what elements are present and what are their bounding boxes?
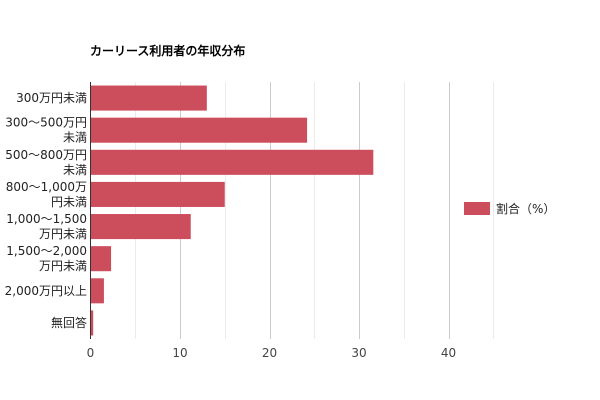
category-label: 未満 (63, 163, 87, 177)
bar (90, 149, 374, 175)
bar (90, 246, 112, 272)
category-label: 2,000万円以上 (5, 284, 87, 298)
x-tick-label: 0 (87, 346, 95, 360)
category-label: 円未満 (51, 195, 87, 209)
chart-title: カーリース利用者の年収分布 (90, 43, 245, 58)
category-labels: 300万円未満300〜500万円未満500〜800万円未満800〜1,000万円… (5, 91, 87, 330)
bars (90, 85, 374, 336)
bar (90, 278, 104, 304)
x-tick-label: 40 (441, 346, 456, 360)
category-label: 1,500〜2,000 (6, 244, 87, 258)
x-tick-label: 10 (172, 346, 187, 360)
bar (90, 214, 191, 240)
category-label: 万円未満 (39, 227, 87, 241)
category-label: 万円未満 (39, 259, 87, 273)
x-tick-labels: 0 10 20 30 40 (87, 346, 456, 360)
x-tick-label: 20 (262, 346, 277, 360)
legend: 割合（%） (464, 201, 555, 216)
bar (90, 310, 94, 336)
category-label: 未満 (63, 131, 87, 145)
legend-swatch (464, 202, 490, 215)
category-label: 800〜1,000万 (6, 180, 87, 194)
category-label: 無回答 (51, 315, 87, 330)
category-label: 1,000〜1,500 (6, 212, 87, 226)
bar (90, 117, 308, 143)
bar (90, 181, 225, 207)
x-tick-label: 30 (351, 346, 366, 360)
bar (90, 85, 207, 111)
category-label: 500〜800万円 (5, 148, 87, 162)
category-label: 300〜500万円 (5, 116, 87, 130)
legend-label: 割合（%） (496, 201, 555, 216)
category-label: 300万円未満 (16, 91, 87, 105)
